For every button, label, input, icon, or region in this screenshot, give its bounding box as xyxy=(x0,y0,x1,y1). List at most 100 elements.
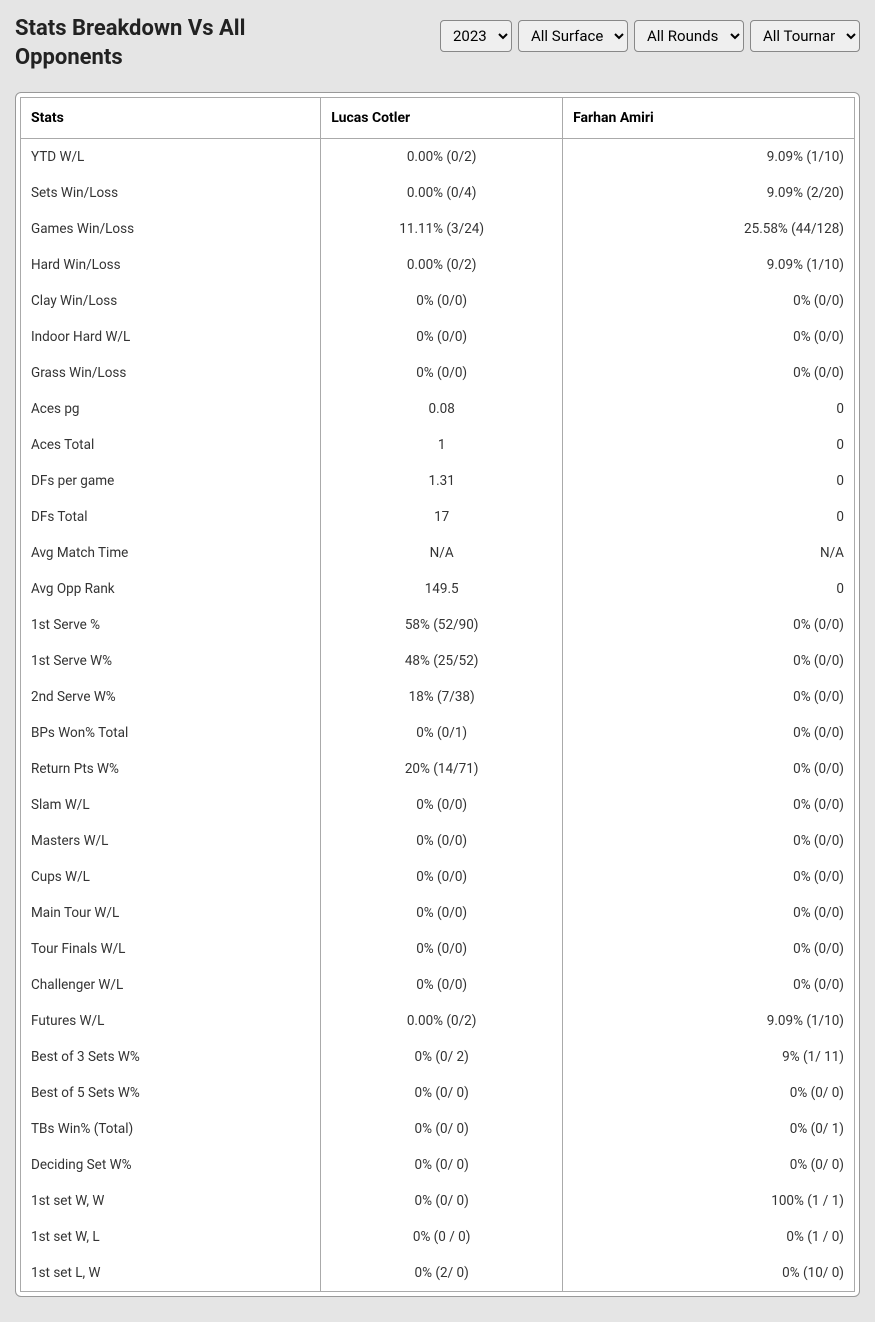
stat-label: Aces pg xyxy=(21,391,321,427)
stats-table-wrapper: Stats Lucas Cotler Farhan Amiri YTD W/L0… xyxy=(15,92,860,1297)
stat-label: Games Win/Loss xyxy=(21,211,321,247)
tournament-select[interactable]: All Tournaments xyxy=(750,20,860,52)
player1-value: 17 xyxy=(321,499,563,535)
player2-value: 0% (0/0) xyxy=(563,895,855,931)
stat-label: Tour Finals W/L xyxy=(21,931,321,967)
table-row: Challenger W/L0% (0/0)0% (0/0) xyxy=(21,967,855,1003)
player1-value: 0.00% (0/2) xyxy=(321,247,563,283)
stat-label: Futures W/L xyxy=(21,1003,321,1039)
player1-value: 0.00% (0/2) xyxy=(321,139,563,176)
player2-value: 0% (0/0) xyxy=(563,751,855,787)
table-row: Best of 3 Sets W%0% (0/ 2)9% (1/ 11) xyxy=(21,1039,855,1075)
stat-label: 1st set W, L xyxy=(21,1219,321,1255)
player2-value: 0% (0/0) xyxy=(563,859,855,895)
player1-value: 0% (0/0) xyxy=(321,895,563,931)
col-header-player1: Lucas Cotler xyxy=(321,98,563,139)
player1-value: 0% (0/0) xyxy=(321,823,563,859)
stat-label: Return Pts W% xyxy=(21,751,321,787)
player2-value: 0% (0/0) xyxy=(563,823,855,859)
stat-label: Deciding Set W% xyxy=(21,1147,321,1183)
table-row: 2nd Serve W%18% (7/38)0% (0/0) xyxy=(21,679,855,715)
stats-table: Stats Lucas Cotler Farhan Amiri YTD W/L0… xyxy=(20,97,855,1292)
table-row: Return Pts W%20% (14/71)0% (0/0) xyxy=(21,751,855,787)
player2-value: 9% (1/ 11) xyxy=(563,1039,855,1075)
stat-label: Aces Total xyxy=(21,427,321,463)
player2-value: 0% (0/ 0) xyxy=(563,1075,855,1111)
player2-value: 0% (0/0) xyxy=(563,643,855,679)
player2-value: 9.09% (1/10) xyxy=(563,247,855,283)
player2-value: 0% (0/0) xyxy=(563,319,855,355)
year-select[interactable]: 202320222021 xyxy=(440,20,512,52)
player2-value: 0% (0/0) xyxy=(563,679,855,715)
table-header-row: Stats Lucas Cotler Farhan Amiri xyxy=(21,98,855,139)
player2-value: 0 xyxy=(563,499,855,535)
player1-value: 58% (52/90) xyxy=(321,607,563,643)
player2-value: 0% (0/0) xyxy=(563,283,855,319)
player2-value: 9.09% (1/10) xyxy=(563,139,855,176)
player2-value: 9.09% (2/20) xyxy=(563,175,855,211)
table-row: 1st set W, W0% (0/ 0)100% (1 / 1) xyxy=(21,1183,855,1219)
table-row: 1st set W, L0% (0 / 0)0% (1 / 0) xyxy=(21,1219,855,1255)
player1-value: 0% (0/0) xyxy=(321,283,563,319)
player1-value: N/A xyxy=(321,535,563,571)
table-row: Main Tour W/L0% (0/0)0% (0/0) xyxy=(21,895,855,931)
stat-label: Masters W/L xyxy=(21,823,321,859)
rounds-select[interactable]: All RoundsFinalsSemis xyxy=(634,20,744,52)
player1-value: 149.5 xyxy=(321,571,563,607)
player2-value: 0 xyxy=(563,391,855,427)
stat-label: Challenger W/L xyxy=(21,967,321,1003)
player1-value: 0.08 xyxy=(321,391,563,427)
player1-value: 0% (0/0) xyxy=(321,787,563,823)
player1-value: 0% (0/ 0) xyxy=(321,1147,563,1183)
player1-value: 48% (25/52) xyxy=(321,643,563,679)
player1-value: 0% (0 / 0) xyxy=(321,1219,563,1255)
table-row: DFs per game1.310 xyxy=(21,463,855,499)
player2-value: 0% (0/0) xyxy=(563,607,855,643)
player1-value: 1.31 xyxy=(321,463,563,499)
stat-label: Clay Win/Loss xyxy=(21,283,321,319)
stat-label: Grass Win/Loss xyxy=(21,355,321,391)
table-row: Tour Finals W/L0% (0/0)0% (0/0) xyxy=(21,931,855,967)
player1-value: 11.11% (3/24) xyxy=(321,211,563,247)
table-row: Slam W/L0% (0/0)0% (0/0) xyxy=(21,787,855,823)
stat-label: Cups W/L xyxy=(21,859,321,895)
surface-select[interactable]: All SurfacesHardClayGrass xyxy=(518,20,628,52)
player2-value: N/A xyxy=(563,535,855,571)
table-row: BPs Won% Total0% (0/1)0% (0/0) xyxy=(21,715,855,751)
player2-value: 9.09% (1/10) xyxy=(563,1003,855,1039)
stat-label: 1st set W, W xyxy=(21,1183,321,1219)
stat-label: Sets Win/Loss xyxy=(21,175,321,211)
stat-label: 2nd Serve W% xyxy=(21,679,321,715)
table-row: Deciding Set W%0% (0/ 0)0% (0/ 0) xyxy=(21,1147,855,1183)
stat-label: Indoor Hard W/L xyxy=(21,319,321,355)
player2-value: 0% (0/0) xyxy=(563,787,855,823)
player2-value: 0% (0/ 1) xyxy=(563,1111,855,1147)
player2-value: 0% (1 / 0) xyxy=(563,1219,855,1255)
table-row: 1st Serve W%48% (25/52)0% (0/0) xyxy=(21,643,855,679)
player1-value: 0% (0/0) xyxy=(321,967,563,1003)
stat-label: DFs Total xyxy=(21,499,321,535)
player1-value: 0% (0/0) xyxy=(321,355,563,391)
stat-label: TBs Win% (Total) xyxy=(21,1111,321,1147)
table-row: Futures W/L0.00% (0/2)9.09% (1/10) xyxy=(21,1003,855,1039)
stat-label: Avg Opp Rank xyxy=(21,571,321,607)
col-header-stats: Stats xyxy=(21,98,321,139)
player1-value: 0% (2/ 0) xyxy=(321,1255,563,1292)
stat-label: BPs Won% Total xyxy=(21,715,321,751)
stat-label: Avg Match Time xyxy=(21,535,321,571)
player1-value: 0% (0/1) xyxy=(321,715,563,751)
player1-value: 0% (0/0) xyxy=(321,931,563,967)
table-row: Indoor Hard W/L0% (0/0)0% (0/0) xyxy=(21,319,855,355)
table-row: Grass Win/Loss0% (0/0)0% (0/0) xyxy=(21,355,855,391)
stat-label: Main Tour W/L xyxy=(21,895,321,931)
player2-value: 0 xyxy=(563,463,855,499)
player1-value: 0.00% (0/4) xyxy=(321,175,563,211)
player1-value: 0% (0/0) xyxy=(321,859,563,895)
table-row: Sets Win/Loss0.00% (0/4)9.09% (2/20) xyxy=(21,175,855,211)
player1-value: 1 xyxy=(321,427,563,463)
player2-value: 0% (0/0) xyxy=(563,355,855,391)
stat-label: 1st set L, W xyxy=(21,1255,321,1292)
table-body: YTD W/L0.00% (0/2)9.09% (1/10)Sets Win/L… xyxy=(21,139,855,1292)
stat-label: Best of 3 Sets W% xyxy=(21,1039,321,1075)
table-row: 1st Serve %58% (52/90)0% (0/0) xyxy=(21,607,855,643)
